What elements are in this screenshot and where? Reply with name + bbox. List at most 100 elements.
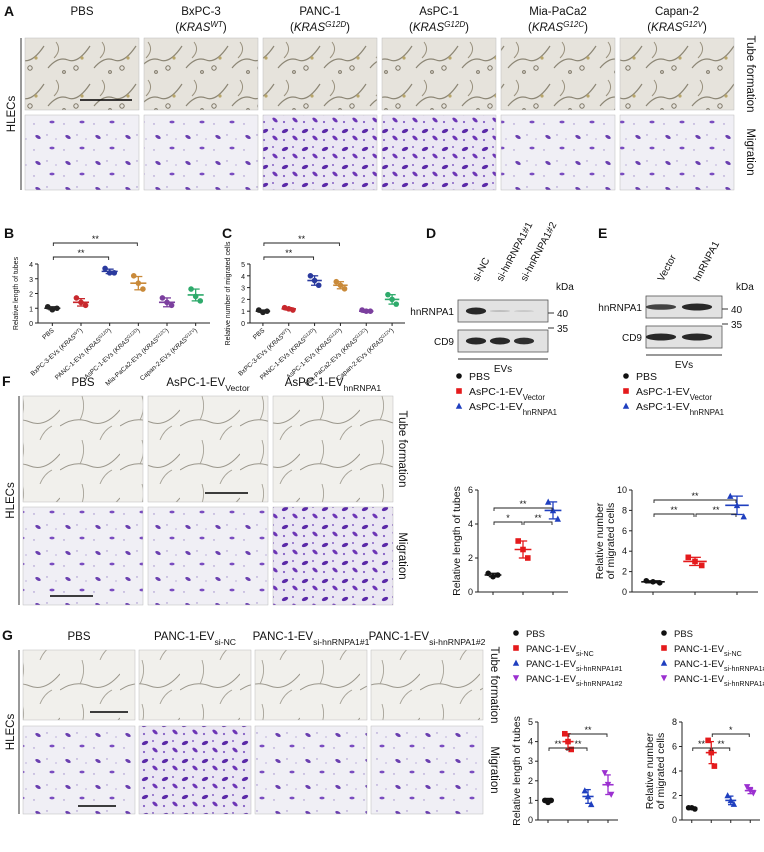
- y-tick-label: 4: [622, 546, 627, 556]
- data-point: [495, 572, 501, 578]
- y-tick-label: 0: [468, 587, 473, 597]
- micrograph: [370, 725, 484, 815]
- y-tick-label: 4: [29, 262, 33, 269]
- lane-label: Vector: [656, 253, 679, 284]
- data-point: [568, 746, 574, 753]
- legend-label: PANC-1-EVsi-hnRNPA1#1: [526, 659, 623, 673]
- data-point: [102, 265, 108, 272]
- text-part: PANC-1-EV: [369, 631, 430, 643]
- band-label: hnRNPA1: [598, 303, 642, 314]
- y-tick-label: 4: [241, 274, 245, 281]
- row-label: Migration: [744, 128, 756, 175]
- legend-label: PANC-1-EVsi-NC: [526, 644, 594, 658]
- text-part: KRAS: [179, 22, 211, 34]
- y-tick-label: 6: [622, 526, 627, 536]
- panel-letter: D: [426, 225, 436, 241]
- text-part: AsPC-1-EV: [636, 386, 690, 398]
- y-tick-label: 0: [29, 321, 33, 328]
- text-part: KRAS: [413, 22, 445, 34]
- text-part: (: [409, 22, 413, 34]
- data-point: [584, 793, 592, 800]
- data-point: [490, 573, 496, 580]
- text-part: AsPC-1-EV: [285, 377, 344, 389]
- text-part: AsPC-1-EV: [469, 386, 523, 398]
- band-label: CD9: [622, 333, 642, 344]
- text-part: si-hnRNPA1#2: [576, 680, 623, 688]
- panel-letter: E: [598, 225, 607, 241]
- text-part: ): [584, 22, 588, 34]
- significance-label: **: [698, 739, 706, 749]
- legend-marker: [622, 402, 630, 409]
- legend-marker: [660, 659, 668, 666]
- panel-letter: F: [2, 373, 11, 389]
- y-tick-label: 0: [528, 815, 533, 825]
- column-header: Mia-PaCa2: [529, 6, 587, 18]
- micrograph: [262, 114, 378, 191]
- text-part: ): [363, 327, 369, 334]
- legend-label: PBS: [469, 371, 490, 383]
- legend-label: AsPC-1-EVhnRNPA1: [636, 401, 724, 417]
- data-point: [363, 308, 370, 315]
- significance-bar: [695, 513, 737, 517]
- data-point: [255, 307, 262, 313]
- data-point: [565, 738, 571, 745]
- micrograph: [619, 37, 735, 111]
- legend-label: PANC-1-EVsi-hnRNPA1#2: [674, 674, 764, 688]
- y-tick-label: 2: [672, 791, 677, 801]
- significance-label: **: [717, 739, 725, 749]
- data-point: [727, 797, 734, 804]
- micrograph: [24, 37, 140, 111]
- significance-label: *: [729, 725, 733, 735]
- micrograph: [22, 725, 136, 815]
- text-part: ): [107, 327, 113, 334]
- legend-marker: [512, 659, 520, 666]
- legend-marker: [456, 373, 462, 379]
- text-part: G12D: [444, 20, 465, 29]
- data-point: [389, 296, 395, 303]
- data-point: [485, 570, 492, 577]
- significance-label: *: [506, 513, 510, 523]
- data-point: [385, 291, 391, 298]
- text-part: PANC-1-EV: [674, 644, 725, 655]
- band: [681, 333, 713, 341]
- significance-label: **: [691, 491, 699, 501]
- data-point: [724, 792, 731, 799]
- y-tick-label: 6: [672, 742, 677, 752]
- text-part: PANC-1-EV: [674, 674, 725, 685]
- text-part: PANC-1-EV: [526, 659, 577, 670]
- micrograph: [381, 114, 497, 191]
- x-tick-label: Capan-2-EVs (KRASG12V): [138, 326, 199, 382]
- micrograph: [22, 395, 144, 503]
- marker-label: 35: [731, 320, 743, 331]
- legend-marker: [512, 675, 520, 682]
- column-header: PANC-1-EVsi-hnRNPA1#1: [253, 631, 370, 647]
- sample-label: EVs: [675, 360, 693, 371]
- data-point: [545, 498, 552, 505]
- band-label: CD9: [434, 337, 454, 348]
- legend-label: PANC-1-EVsi-hnRNPA1#1: [674, 659, 764, 673]
- data-point: [264, 308, 270, 315]
- data-point: [290, 307, 296, 313]
- micrograph: [22, 506, 144, 606]
- column-header: AsPC-1-EVhnRNPA1: [285, 377, 382, 393]
- band: [489, 337, 511, 345]
- y-tick-label: 2: [622, 567, 627, 577]
- data-point: [393, 301, 400, 307]
- data-point: [130, 273, 137, 279]
- text-part: (: [528, 22, 532, 34]
- micrograph: [138, 725, 252, 815]
- text-part: WT: [72, 327, 82, 336]
- text-part: ): [703, 22, 707, 34]
- side-label: HLECs: [5, 714, 17, 751]
- legend-marker: [455, 402, 463, 409]
- text-part: ): [286, 327, 292, 334]
- y-tick-label: 2: [528, 776, 533, 786]
- text-part: si-hnRNPA1#1: [313, 637, 370, 647]
- significance-bar: [52, 256, 110, 260]
- side-label: HLECs: [5, 482, 17, 519]
- row-label: Tube formation: [488, 647, 500, 724]
- data-point: [692, 806, 698, 812]
- x-tick-label: PBS: [41, 327, 56, 341]
- data-point: [135, 280, 142, 286]
- band: [513, 310, 535, 312]
